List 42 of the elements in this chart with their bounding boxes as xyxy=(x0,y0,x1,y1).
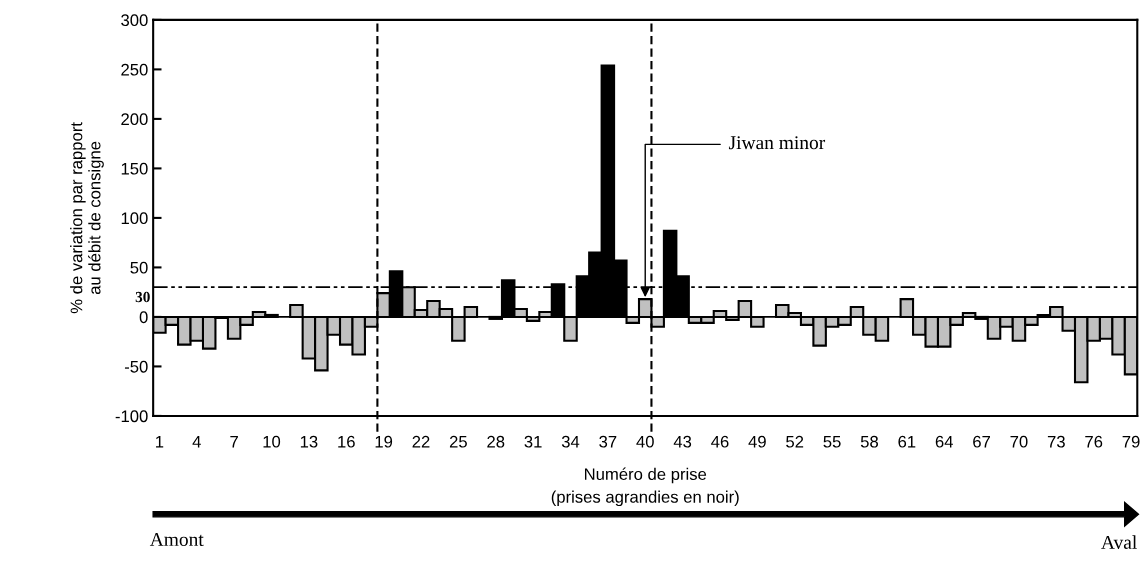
x-tick-label: 25 xyxy=(449,435,467,448)
y-tick-label: -50 xyxy=(124,360,148,373)
text: Amont xyxy=(149,532,204,546)
x-tick-label: 79 xyxy=(1122,435,1140,448)
x-tick-label: 67 xyxy=(973,435,990,448)
y-tick-label: 250 xyxy=(121,63,148,76)
x-tick-label: 55 xyxy=(823,435,841,448)
x-axis-title: Numéro de prise (prises agrandies en noir) xyxy=(551,467,739,507)
y-tick-label: 200 xyxy=(121,113,148,126)
x-tick-label: 19 xyxy=(375,435,393,448)
x-tick-label: 61 xyxy=(898,435,916,448)
y-tick-label: -100 xyxy=(115,410,148,423)
x-tick-label: 28 xyxy=(487,435,505,448)
x-tick-label: 58 xyxy=(860,435,878,448)
y-axis-title: % de variation par rapport au débit de consigne xyxy=(70,122,104,314)
y-tick-label: 50 xyxy=(130,261,148,274)
x-tick-label: 73 xyxy=(1047,435,1065,448)
x-tick-label: 40 xyxy=(636,435,654,448)
x-tick-label: 4 xyxy=(192,435,201,448)
x-tick-label: 76 xyxy=(1085,435,1103,448)
y-tick-label: 300 xyxy=(121,14,148,27)
text: Aval xyxy=(1101,535,1137,549)
x-tick-label: 7 xyxy=(230,435,238,448)
x-tick-label: 52 xyxy=(786,435,804,448)
x-tick-label: 34 xyxy=(561,435,580,448)
x-tick-label: 37 xyxy=(599,435,617,448)
x-tick-label: 46 xyxy=(711,435,729,448)
x-tick-label: 10 xyxy=(263,435,281,448)
annotation: Jiwan minor xyxy=(728,136,826,150)
x-tick-label: 31 xyxy=(524,435,542,448)
x-tick-label: 13 xyxy=(300,435,318,448)
y-tick-label: 100 xyxy=(121,212,148,225)
x-tick-label: 70 xyxy=(1010,435,1028,448)
x-tick-label: 64 xyxy=(935,435,953,448)
x-tick-label: 16 xyxy=(338,435,355,448)
x-tick-label: 43 xyxy=(673,435,692,448)
x-tick-label: 49 xyxy=(748,435,766,448)
x-tick-label: 1 xyxy=(156,435,164,448)
y-tick-label: 0 xyxy=(139,311,148,324)
x-tick-label: 22 xyxy=(412,435,430,448)
y-tick-label: 150 xyxy=(121,162,148,175)
ref-line-label: 30 xyxy=(135,291,150,303)
